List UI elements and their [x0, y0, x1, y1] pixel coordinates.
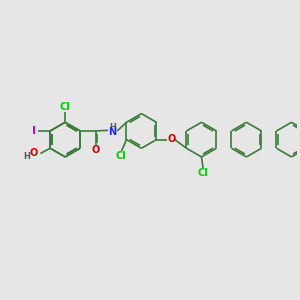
Text: H: H	[109, 123, 116, 132]
Text: N: N	[108, 127, 116, 137]
Text: O: O	[92, 145, 100, 155]
Text: O: O	[29, 148, 38, 158]
Text: Cl: Cl	[60, 102, 70, 112]
Text: Cl: Cl	[116, 151, 127, 161]
Text: Cl: Cl	[198, 168, 208, 178]
Text: O: O	[167, 134, 176, 144]
Text: I: I	[32, 126, 36, 136]
Text: H: H	[23, 152, 30, 161]
